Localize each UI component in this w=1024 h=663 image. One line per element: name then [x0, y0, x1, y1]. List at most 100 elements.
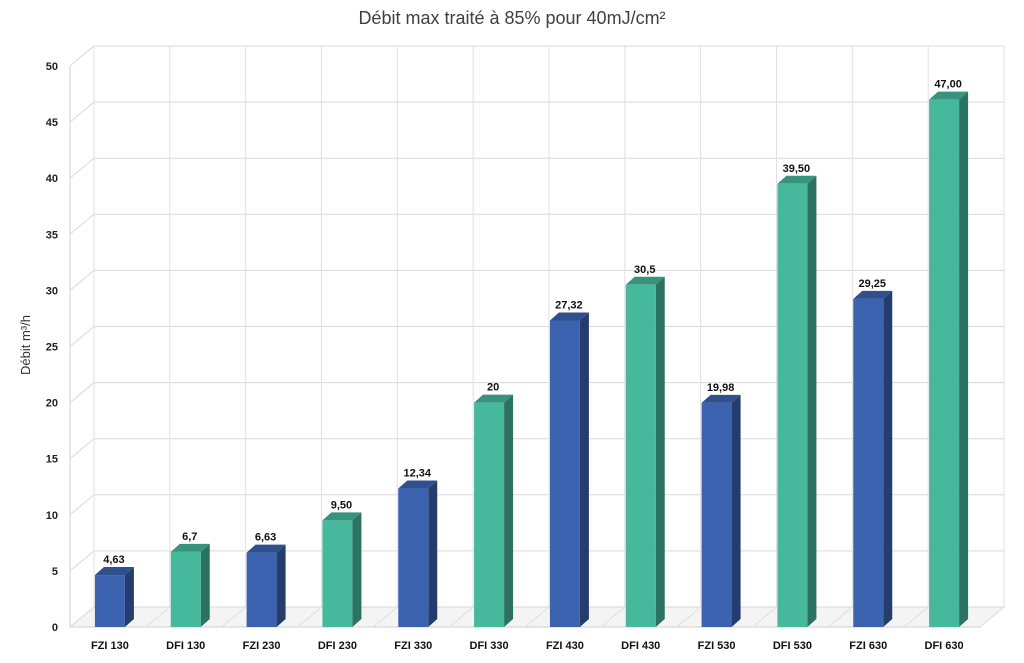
gridline-floor	[979, 606, 1005, 628]
bar-top	[170, 543, 210, 552]
bar-side	[124, 567, 134, 627]
bar-side	[655, 276, 665, 627]
bar-top	[625, 276, 665, 285]
x-tick-label: DFI 630	[925, 640, 964, 652]
bar-value-label: 6,63	[255, 532, 276, 544]
bar-top	[929, 91, 969, 100]
bar-front	[474, 402, 505, 627]
bar	[549, 312, 589, 627]
bar-side	[428, 480, 438, 627]
x-tick-label: FZI 430	[546, 640, 584, 652]
grid-layer	[68, 45, 1006, 628]
bar-value-label: 39,50	[783, 163, 811, 175]
x-tick-label: FZI 630	[849, 640, 887, 652]
bar	[853, 290, 893, 627]
x-tick-label: DFI 530	[773, 640, 812, 652]
bar-front	[929, 99, 960, 627]
gridline-depth	[69, 438, 95, 460]
bar-top	[246, 544, 286, 553]
y-tick-label: 40	[46, 173, 58, 185]
bar-value-label: 47,00	[934, 79, 962, 91]
bar-top	[549, 312, 589, 321]
x-tick-label: DFI 430	[621, 640, 660, 652]
x-tick-label: FZI 130	[91, 640, 129, 652]
gridline-floor	[752, 606, 777, 628]
gridline-floor	[373, 606, 398, 628]
y-tick-label: 35	[46, 229, 58, 241]
label-layer: 4,63 6,7 6,63 9,50 12,34 20 27,32 30,5 19,98 39,5…	[103, 79, 962, 566]
bar-side	[579, 312, 589, 627]
bar-side	[504, 394, 514, 627]
bar-value-label: 9,50	[331, 499, 352, 511]
gridline-depth	[69, 494, 95, 516]
y-tick-label: 45	[46, 117, 58, 129]
gridline-floor	[221, 606, 246, 628]
bar-front	[322, 520, 353, 627]
bar	[246, 544, 286, 627]
y-tick-label: 10	[46, 510, 58, 522]
bar-top	[853, 290, 893, 299]
y-tick-label: 0	[52, 622, 58, 634]
bar	[94, 567, 134, 627]
bar-front	[94, 575, 125, 627]
bar-top	[94, 567, 134, 576]
bar	[929, 91, 969, 627]
y-tick-label: 30	[46, 285, 58, 297]
gridline-depth	[69, 45, 95, 67]
gridline-floor	[903, 606, 929, 628]
gridline-depth	[69, 550, 95, 572]
bar	[625, 276, 665, 627]
gridline-floor	[448, 606, 474, 628]
bar-front	[625, 284, 656, 627]
bar-front	[246, 552, 277, 627]
axis-layer: 0 5 10 15 20 25 30 35 40 45 50 FZI 130 DFI 130 FZI 23…	[46, 61, 964, 652]
bar-top	[701, 394, 741, 403]
bar-side	[200, 543, 210, 627]
bar-front	[549, 320, 580, 627]
bar	[170, 543, 210, 627]
gridline-depth	[69, 326, 95, 347]
bar-value-label: 4,63	[103, 554, 124, 566]
gridline-floor	[524, 606, 550, 628]
bar-side	[807, 175, 817, 627]
y-tick-label: 5	[52, 566, 58, 578]
bar-value-label: 20	[487, 382, 499, 394]
y-axis-title: Débit m³/h	[18, 315, 33, 375]
x-tick-label: FZI 530	[698, 640, 736, 652]
gridline-depth	[69, 101, 95, 123]
bar-front	[398, 488, 429, 627]
y-tick-label: 50	[46, 61, 58, 73]
bar	[474, 394, 514, 627]
x-tick-label: DFI 130	[166, 640, 205, 652]
bar-top	[322, 512, 362, 521]
bar-side	[276, 544, 286, 627]
gridline-depth	[69, 270, 95, 291]
x-tick-label: FZI 230	[243, 640, 281, 652]
bar-value-label: 12,34	[403, 468, 431, 480]
bar-value-label: 27,32	[555, 299, 583, 311]
bar	[398, 480, 438, 627]
bar	[322, 512, 362, 627]
gridline-floor	[676, 606, 701, 628]
gridline-floor	[145, 606, 171, 628]
bar-top	[777, 175, 817, 184]
bar-layer	[94, 91, 969, 627]
x-tick-label: DFI 230	[318, 640, 357, 652]
bar-side	[959, 91, 969, 627]
bar-side	[731, 394, 741, 627]
gridline-floor	[600, 606, 626, 628]
bar	[701, 394, 741, 627]
bar-front	[701, 402, 732, 627]
bar	[777, 175, 817, 627]
y-tick-label: 15	[46, 454, 58, 466]
bar-value-label: 29,25	[858, 278, 886, 290]
gridline-floor	[297, 606, 322, 628]
gridline-floor	[69, 606, 95, 628]
x-tick-label: DFI 330	[470, 640, 509, 652]
bar-front	[853, 298, 884, 627]
y-tick-label: 20	[46, 398, 58, 410]
chart-title: Débit max traité à 85% pour 40mJ/cm²	[358, 8, 666, 28]
gridline-depth	[69, 213, 95, 235]
